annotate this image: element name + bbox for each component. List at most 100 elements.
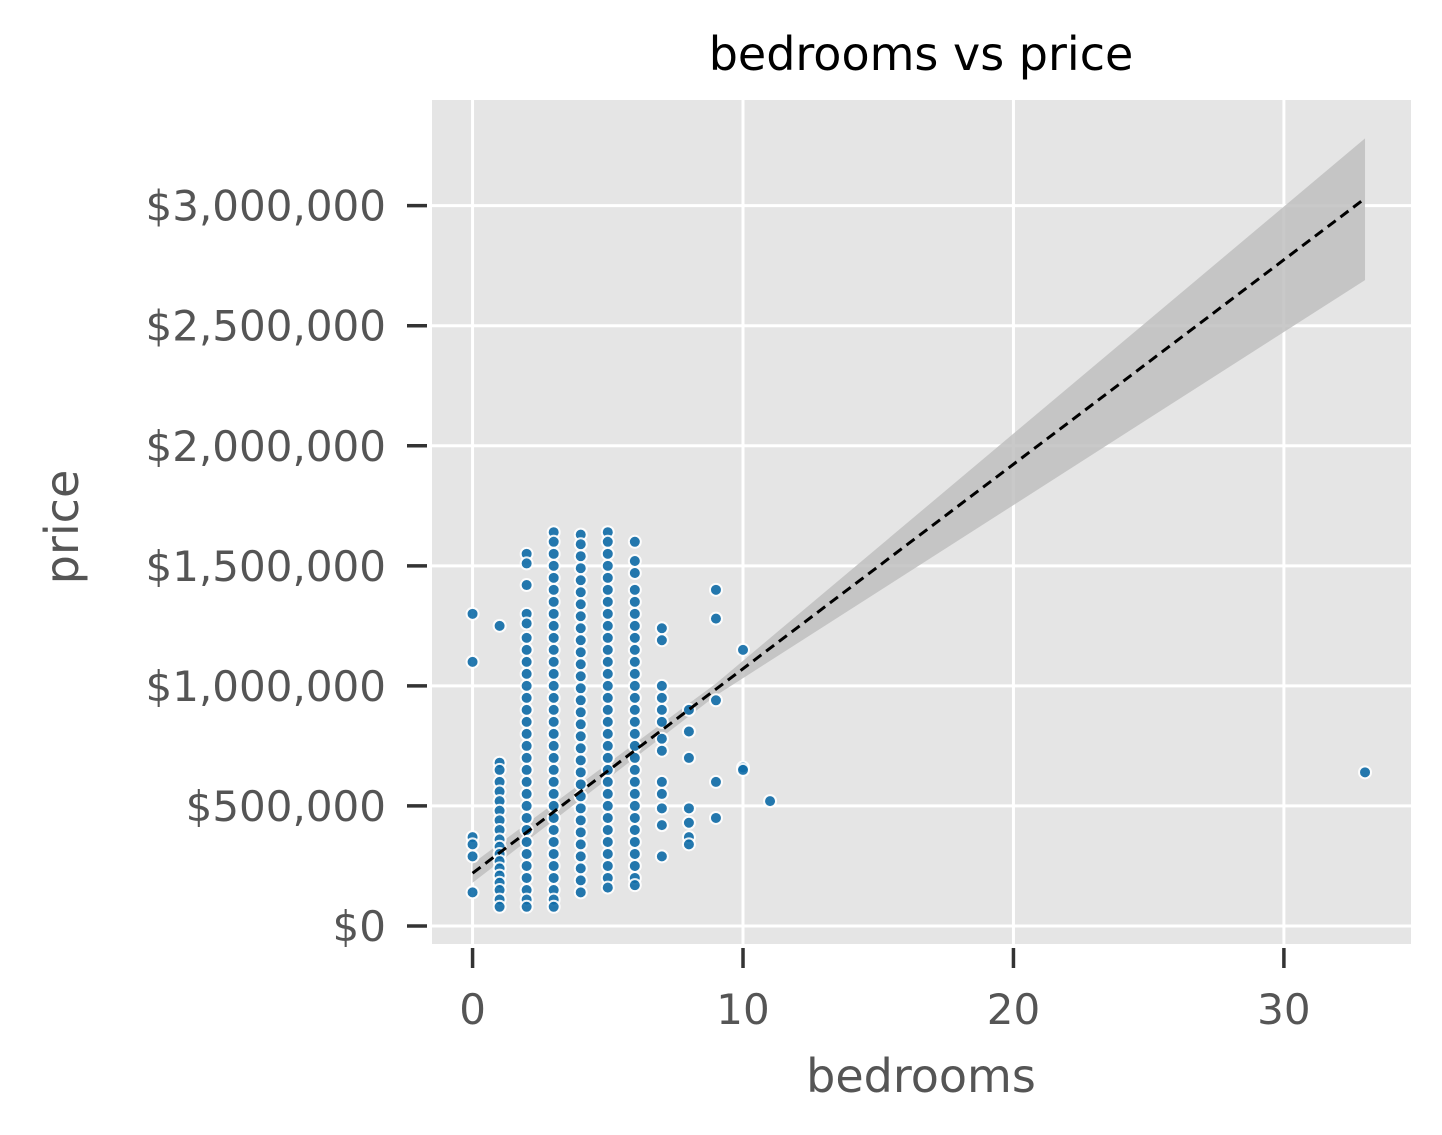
- y-axis-label: price: [35, 470, 89, 584]
- data-point: [627, 690, 642, 705]
- data-point: [627, 786, 642, 801]
- y-tick-label: $1,000,000: [146, 662, 386, 711]
- y-tick-label: $2,500,000: [146, 302, 386, 351]
- data-point: [736, 642, 751, 657]
- data-point: [519, 870, 534, 885]
- data-point: [573, 681, 588, 696]
- data-point: [627, 554, 642, 569]
- data-point: [654, 818, 669, 833]
- x-axis-label: bedrooms: [806, 1049, 1036, 1103]
- data-point: [573, 585, 588, 600]
- data-point: [627, 858, 642, 873]
- data-point: [519, 654, 534, 669]
- data-point: [519, 666, 534, 681]
- data-point: [573, 777, 588, 792]
- data-point: [600, 570, 615, 585]
- data-point: [627, 618, 642, 633]
- data-point: [573, 573, 588, 588]
- data-point: [519, 702, 534, 717]
- data-point: [519, 798, 534, 813]
- data-point: [627, 702, 642, 717]
- data-point: [546, 702, 561, 717]
- data-point: [627, 714, 642, 729]
- data-point: [600, 726, 615, 741]
- data-point: [546, 899, 561, 914]
- data-point: [627, 594, 642, 609]
- data-point: [546, 750, 561, 765]
- data-point: [546, 822, 561, 837]
- data-point: [573, 729, 588, 744]
- data-point: [573, 741, 588, 756]
- data-point: [546, 834, 561, 849]
- data-point: [573, 885, 588, 900]
- y-tick-label: $500,000: [186, 782, 386, 831]
- data-point: [654, 702, 669, 717]
- data-point: [681, 724, 696, 739]
- data-point: [654, 714, 669, 729]
- data-point: [681, 837, 696, 852]
- data-point: [546, 570, 561, 585]
- data-point: [600, 702, 615, 717]
- data-point: [573, 561, 588, 576]
- x-tick-label: 20: [987, 985, 1040, 1034]
- data-point: [492, 899, 507, 914]
- data-point: [600, 880, 615, 895]
- data-point: [519, 899, 534, 914]
- data-point: [600, 798, 615, 813]
- data-point: [546, 558, 561, 573]
- data-point: [573, 645, 588, 660]
- data-point: [573, 849, 588, 864]
- data-point: [627, 774, 642, 789]
- data-point: [519, 578, 534, 593]
- data-point: [573, 705, 588, 720]
- data-point: [546, 678, 561, 693]
- data-point: [519, 810, 534, 825]
- y-tick-label: $0: [333, 902, 386, 951]
- data-point: [627, 606, 642, 621]
- confidence-band: [472, 138, 1366, 883]
- data-point: [600, 846, 615, 861]
- data-point: [627, 834, 642, 849]
- data-point: [627, 534, 642, 549]
- data-point: [573, 693, 588, 708]
- data-point: [708, 774, 723, 789]
- data-point: [600, 606, 615, 621]
- data-point: [627, 566, 642, 581]
- data-point: [573, 549, 588, 564]
- data-point: [600, 822, 615, 837]
- data-point: [546, 594, 561, 609]
- data-point: [519, 750, 534, 765]
- data-point: [546, 666, 561, 681]
- data-point: [600, 810, 615, 825]
- data-point: [600, 594, 615, 609]
- data-point: [600, 546, 615, 561]
- data-point: [600, 654, 615, 669]
- data-point: [654, 849, 669, 864]
- data-point: [600, 774, 615, 789]
- data-point: [681, 815, 696, 830]
- data-point: [573, 621, 588, 636]
- data-point: [492, 762, 507, 777]
- data-point: [465, 606, 480, 621]
- x-tick-label: 10: [716, 985, 769, 1034]
- data-point: [627, 654, 642, 669]
- data-point: [654, 801, 669, 816]
- data-point: [708, 693, 723, 708]
- scatter-points-layer: [465, 525, 1373, 914]
- data-point: [519, 642, 534, 657]
- data-point: [654, 621, 669, 636]
- data-point: [627, 846, 642, 861]
- data-point: [573, 597, 588, 612]
- data-point: [519, 738, 534, 753]
- data-point: [600, 690, 615, 705]
- data-point: [1358, 765, 1373, 780]
- data-point: [573, 609, 588, 624]
- data-point: [708, 810, 723, 825]
- data-point: [573, 825, 588, 840]
- data-point: [600, 858, 615, 873]
- data-point: [600, 714, 615, 729]
- data-point: [654, 743, 669, 758]
- data-point: [627, 810, 642, 825]
- data-point: [573, 657, 588, 672]
